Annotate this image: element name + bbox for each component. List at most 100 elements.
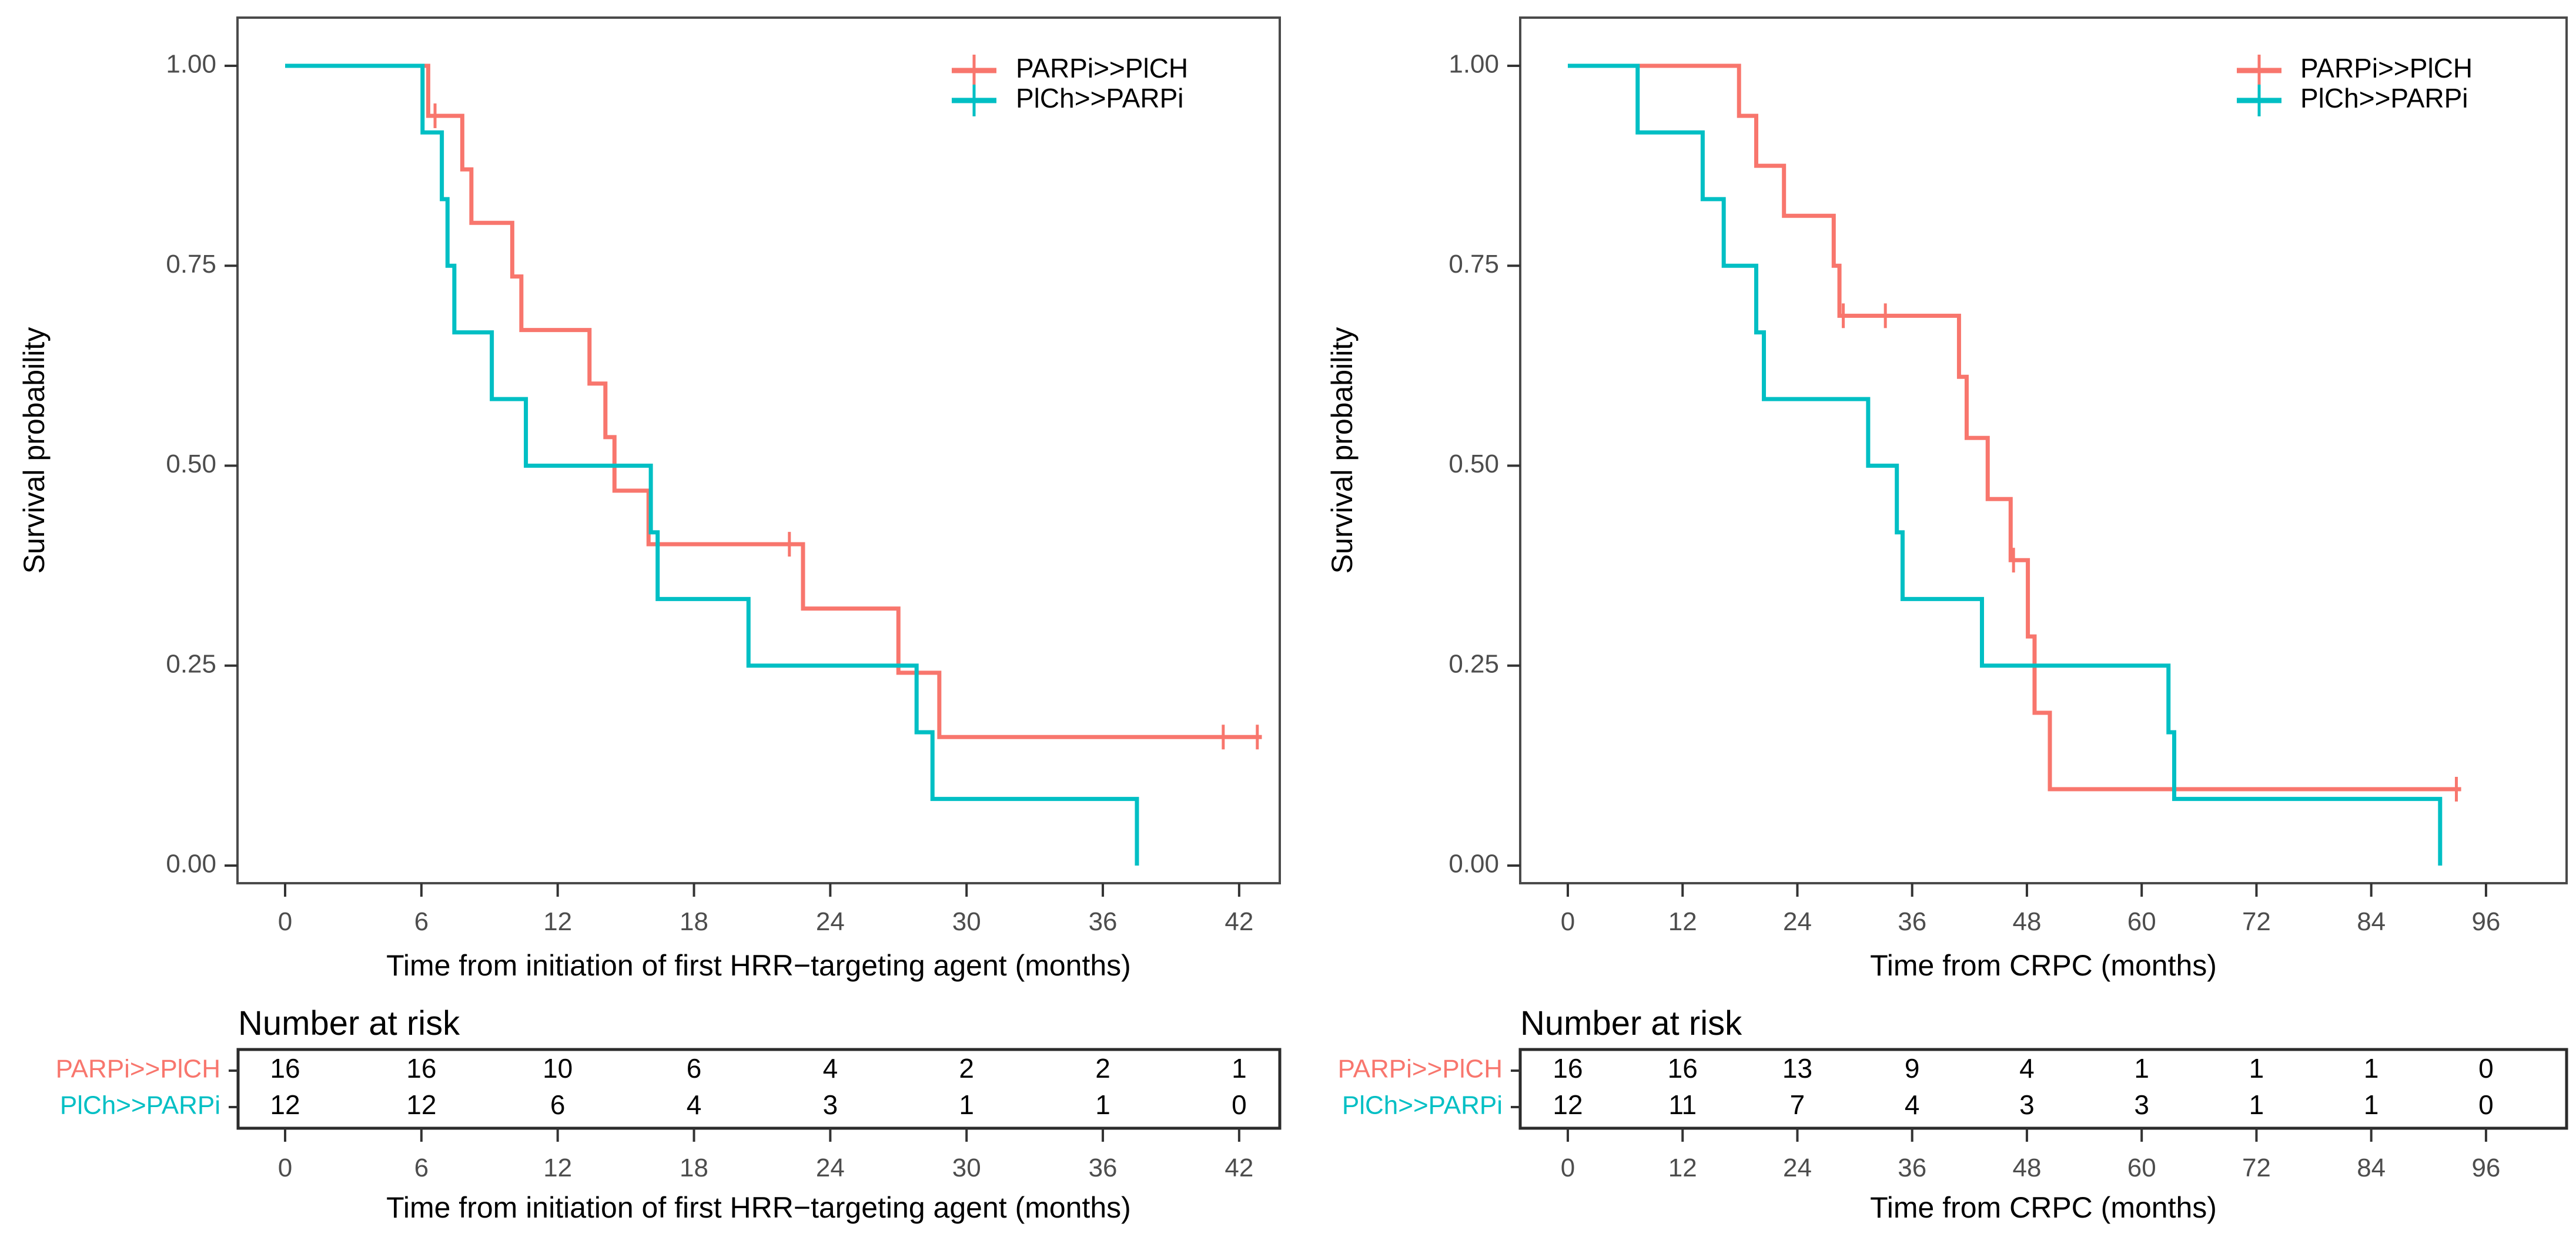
risk-count: 1 — [959, 1089, 974, 1120]
risk-axis-tick-label: 36 — [1898, 1154, 1926, 1182]
risk-table-row: PlCh>>PARPi 12 11 7 4 3 3 1 1 0 — [1342, 1089, 2494, 1120]
risk-count: 1 — [2364, 1089, 2379, 1120]
risk-count: 16 — [1668, 1053, 1698, 1084]
risk-axis-tick-label: 24 — [1783, 1154, 1812, 1182]
y-axis-title: Survival probability — [1326, 327, 1359, 574]
risk-row-label: PARPi>>PlCH — [56, 1055, 220, 1084]
x-tick-label: 12 — [1668, 907, 1697, 936]
risk-axis-tick-label: 60 — [2127, 1154, 2156, 1182]
censor-marks-parpi-first — [1842, 303, 2458, 802]
risk-axis-tick-label: 72 — [2242, 1154, 2271, 1182]
risk-axis-tick-label: 42 — [1225, 1154, 1253, 1182]
legend-item: PARPi>>PlCH — [2237, 53, 2473, 86]
risk-count: 0 — [1232, 1089, 1247, 1120]
risk-count: 4 — [823, 1053, 838, 1084]
plot-panel-border — [1519, 16, 2568, 884]
risk-count: 10 — [543, 1053, 573, 1084]
y-tick-label: 0.25 — [1448, 649, 1499, 678]
x-tick-label: 84 — [2357, 907, 2386, 936]
risk-axis-title: Time from initiation of first HRR−target… — [386, 1191, 1131, 1224]
risk-count: 4 — [1905, 1089, 1920, 1120]
x-tick-label: 48 — [2012, 907, 2041, 936]
risk-table-row: PARPi>>PlCH 16 16 10 6 4 2 2 1 — [56, 1053, 1247, 1084]
risk-count: 11 — [1668, 1089, 1697, 1120]
legend-item: PARPi>>PlCH — [952, 53, 1188, 86]
risk-count: 0 — [2478, 1053, 2494, 1084]
risk-axis-tick-label: 12 — [543, 1154, 572, 1182]
x-tick-label: 60 — [2127, 907, 2156, 936]
survival-panel-right: 1.00 0.75 0.50 0.25 0.00 0 12 24 36 48 60 72 84 96 Tim… — [1326, 16, 2568, 1224]
km-curve-parpi-first — [285, 63, 1262, 739]
plot-panel-border — [236, 16, 1281, 884]
x-tick-label: 12 — [543, 907, 572, 936]
risk-count: 13 — [1782, 1053, 1812, 1084]
risk-count: 4 — [687, 1089, 702, 1120]
risk-axis-tick-label: 6 — [414, 1154, 429, 1182]
x-tick-label: 96 — [2471, 907, 2500, 936]
y-tick-label: 0.00 — [166, 850, 216, 878]
risk-count: 9 — [1905, 1053, 1920, 1084]
risk-table-row: PARPi>>PlCH 16 16 13 9 4 1 1 1 0 — [1338, 1053, 2494, 1084]
legend-label: PlCh>>PARPi — [1016, 83, 1184, 113]
risk-count: 12 — [406, 1089, 436, 1120]
risk-count: 1 — [2249, 1089, 2264, 1120]
legend-item: PlCh>>PARPi — [2237, 83, 2468, 116]
risk-count: 3 — [2019, 1089, 2035, 1120]
risk-count: 0 — [2478, 1089, 2494, 1120]
risk-row-label: PlCh>>PARPi — [1342, 1091, 1503, 1120]
legend-label: PARPi>>PlCH — [2300, 53, 2473, 83]
risk-axis-tick-label: 18 — [680, 1154, 708, 1182]
x-axis-title: Time from CRPC (months) — [1870, 949, 2217, 982]
x-tick-label: 24 — [1783, 907, 1812, 936]
legend-item: PlCh>>PARPi — [952, 83, 1184, 116]
risk-row-label: PARPi>>PlCH — [1338, 1055, 1503, 1084]
y-tick-label: 0.50 — [1448, 450, 1499, 478]
risk-count: 1 — [2134, 1053, 2149, 1084]
risk-count: 1 — [2364, 1053, 2379, 1084]
x-tick-label: 24 — [816, 907, 845, 936]
x-tick-label: 6 — [414, 907, 429, 936]
y-tick-label: 0.75 — [166, 250, 216, 279]
x-tick-label: 0 — [278, 907, 292, 936]
risk-count: 1 — [1095, 1089, 1110, 1120]
risk-count: 16 — [406, 1053, 436, 1084]
risk-axis-tick-label: 96 — [2471, 1154, 2500, 1182]
censor-marks-parpi-first — [433, 103, 1259, 750]
risk-axis-tick-label: 24 — [816, 1154, 845, 1182]
risk-axis-tick-label: 0 — [1561, 1154, 1575, 1182]
y-tick-label: 0.00 — [1448, 850, 1499, 878]
risk-count: 12 — [1553, 1089, 1583, 1120]
risk-axis-tick-label: 30 — [952, 1154, 981, 1182]
km-curve-parpi-first — [1568, 63, 2461, 792]
x-tick-label: 30 — [952, 907, 981, 936]
risk-axis-tick-label: 48 — [2012, 1154, 2041, 1182]
x-tick-label: 36 — [1089, 907, 1118, 936]
risk-count: 6 — [687, 1053, 702, 1084]
y-tick-label: 1.00 — [1448, 50, 1499, 79]
y-tick-label: 1.00 — [166, 50, 216, 79]
risk-count: 16 — [1553, 1053, 1583, 1084]
risk-table-border — [1518, 1048, 2568, 1130]
risk-count: 3 — [2134, 1089, 2149, 1120]
km-curve-chemo-first — [1568, 63, 2443, 866]
risk-count: 1 — [1232, 1053, 1247, 1084]
risk-count: 3 — [823, 1089, 838, 1120]
risk-axis-title: Time from CRPC (months) — [1870, 1191, 2217, 1224]
legend-label: PARPi>>PlCH — [1016, 53, 1188, 83]
risk-axis-tick-label: 0 — [278, 1154, 292, 1182]
risk-axis-tick-label: 36 — [1089, 1154, 1118, 1182]
km-curve-chemo-first — [285, 63, 1139, 866]
risk-count: 12 — [270, 1089, 300, 1120]
risk-count: 2 — [1095, 1053, 1110, 1084]
x-tick-label: 36 — [1898, 907, 1926, 936]
x-axis-title: Time from initiation of first HRR−target… — [386, 949, 1131, 982]
risk-count: 6 — [550, 1089, 566, 1120]
risk-table-title: Number at risk — [238, 1004, 460, 1042]
risk-count: 7 — [1790, 1089, 1805, 1120]
risk-axis-tick-label: 12 — [1668, 1154, 1697, 1182]
x-tick-label: 0 — [1561, 907, 1575, 936]
risk-table-row: PlCh>>PARPi 12 12 6 4 3 1 1 0 — [60, 1089, 1247, 1120]
